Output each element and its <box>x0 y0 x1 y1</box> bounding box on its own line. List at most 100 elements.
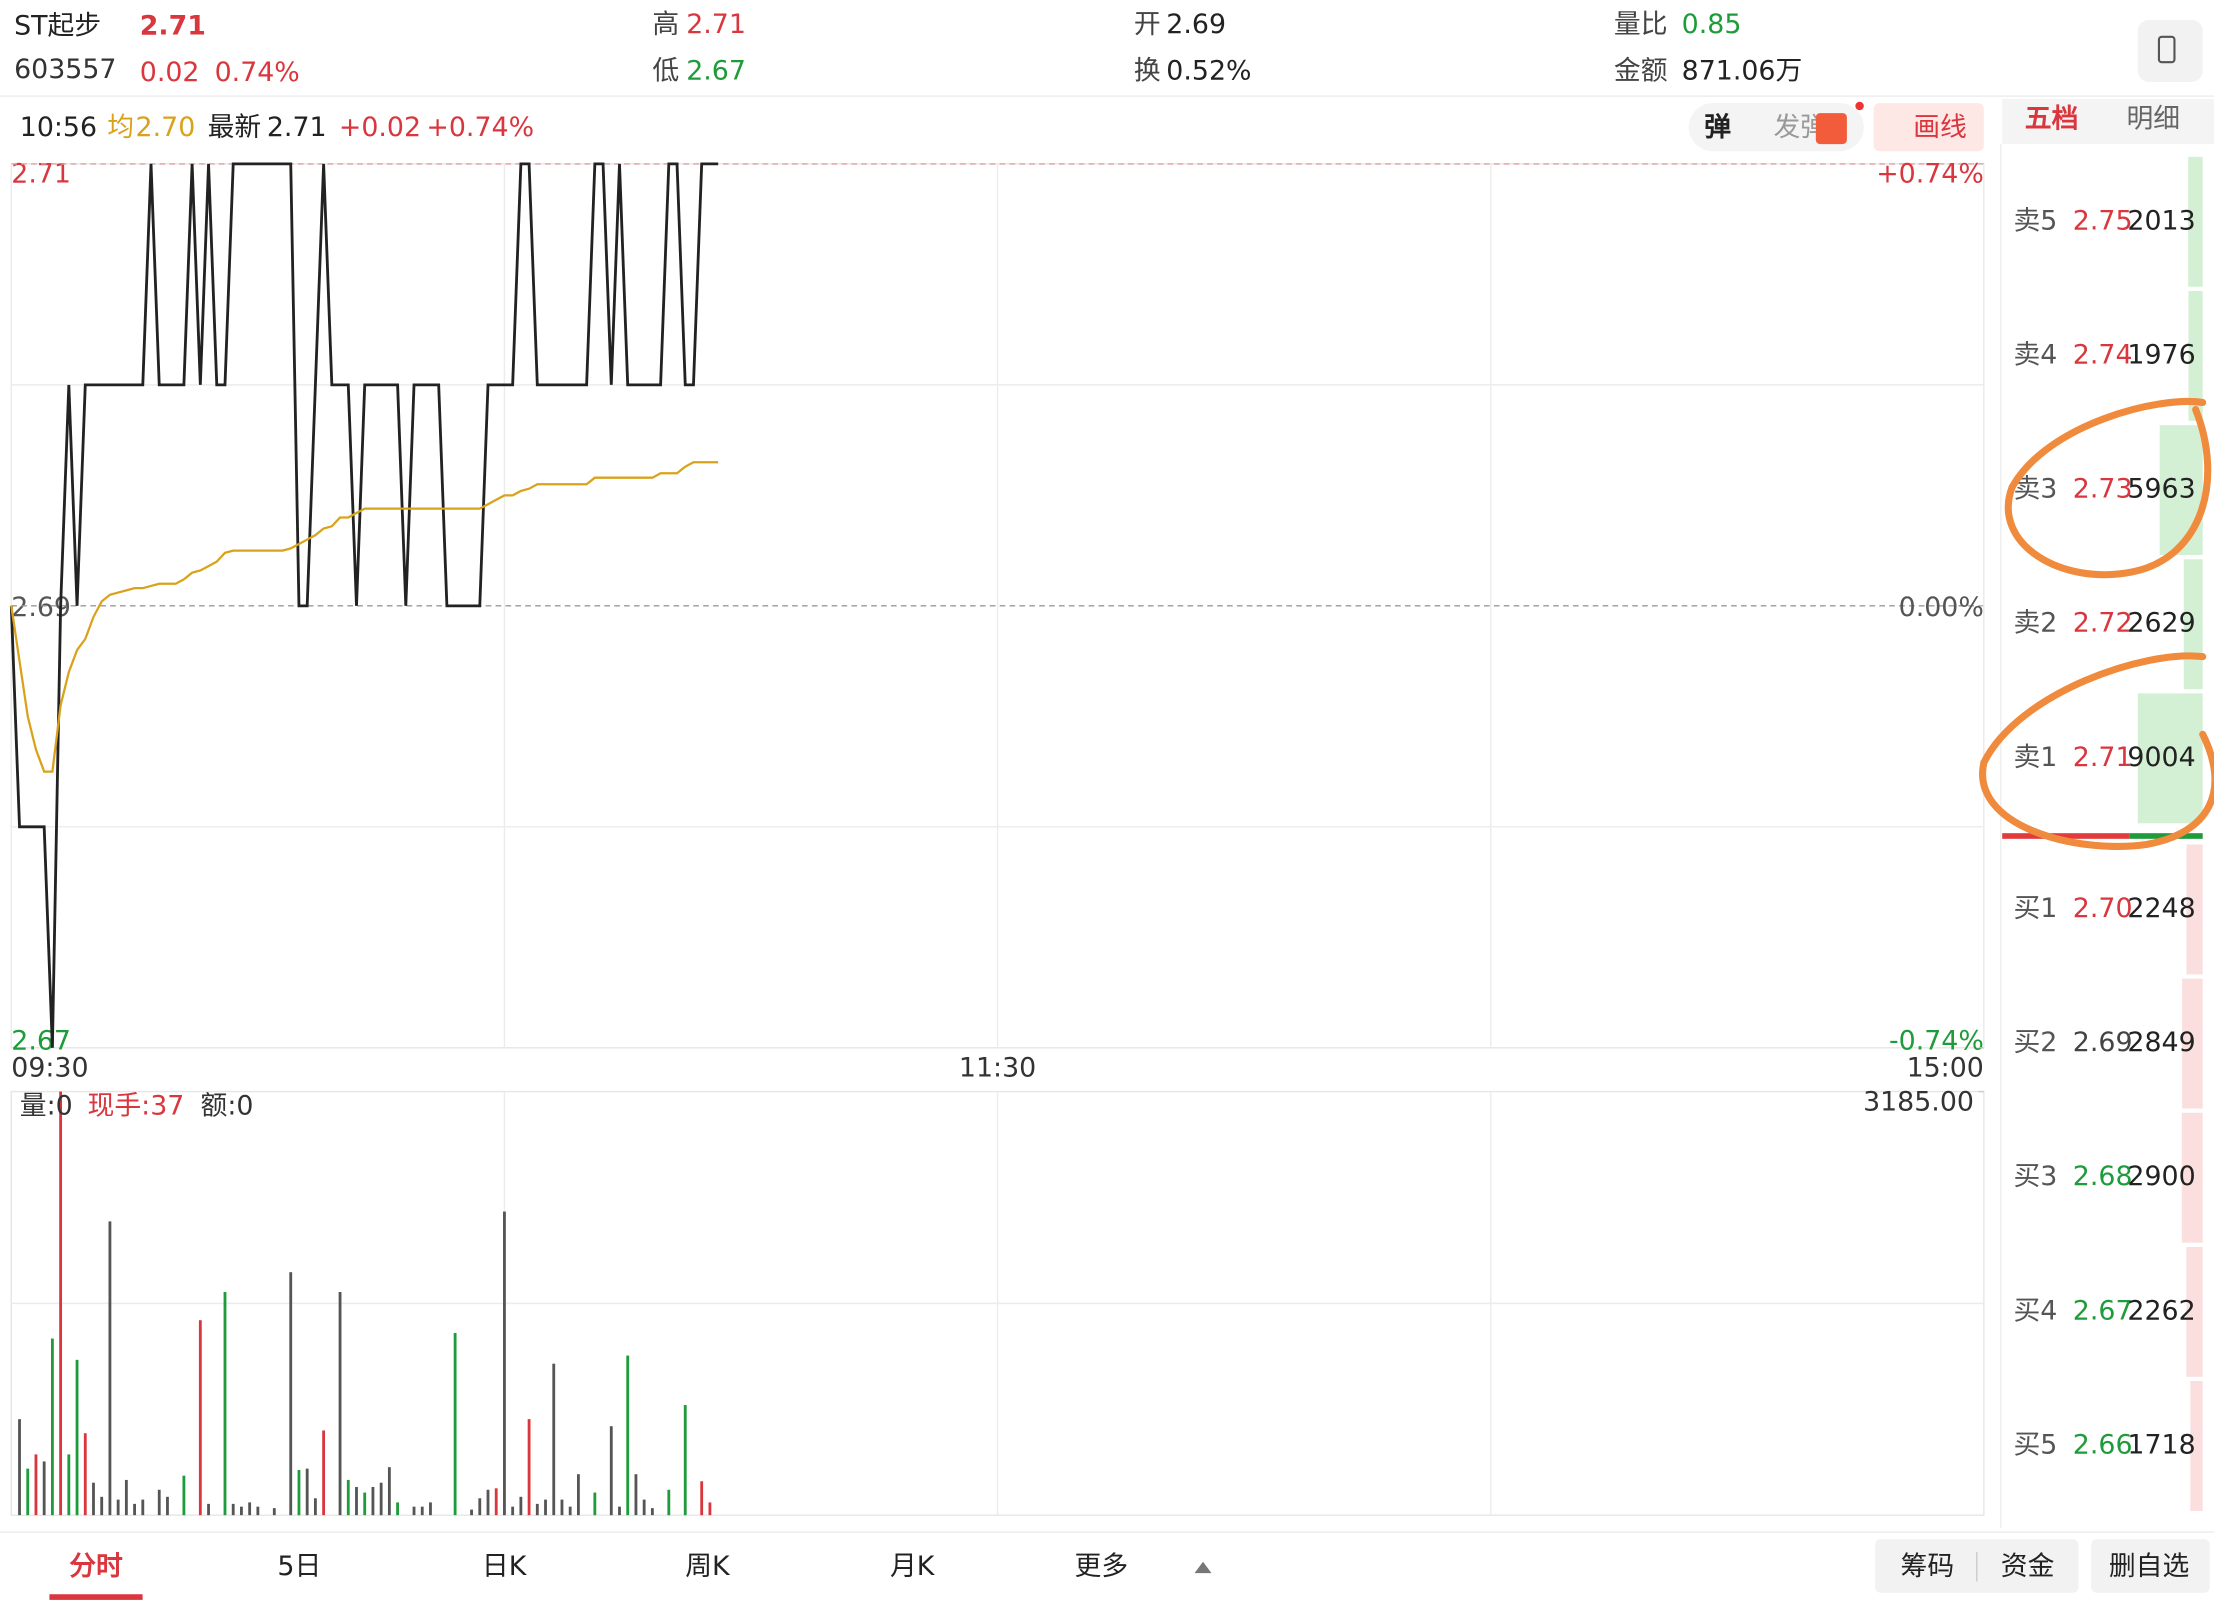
volume-bar <box>42 1461 46 1516</box>
bottom-tab-active[interactable]: 分时 <box>69 1551 123 1582</box>
volume-bar <box>256 1506 260 1516</box>
high-label: 高 <box>652 9 679 40</box>
volume-bar <box>166 1496 169 1516</box>
volume-bar <box>34 1454 38 1516</box>
level-price: 2.66 <box>2073 1429 2133 1460</box>
bottom-tab[interactable]: 更多 <box>1075 1551 1129 1582</box>
depth-bar <box>2188 156 2203 287</box>
volume-bar <box>182 1475 186 1516</box>
bottom-button[interactable]: 筹码 <box>1901 1551 1955 1582</box>
tab[interactable]: 明细 <box>2126 104 2180 135</box>
volume-bar <box>240 1506 243 1516</box>
level-price: 2.69 <box>2073 1027 2133 1058</box>
depth-bar <box>2186 1246 2203 1377</box>
level-volume: 2262 <box>2127 1295 2195 1326</box>
volume-bar <box>313 1498 317 1516</box>
ratio-bar-sell <box>2002 833 2130 839</box>
volume-bar <box>503 1211 506 1516</box>
volume-bar <box>157 1489 161 1516</box>
tab-underline <box>49 1594 143 1600</box>
bottom-button[interactable]: 删自选 <box>2109 1551 2189 1582</box>
bottom-tab[interactable]: 日K <box>482 1551 528 1582</box>
open-label: 开 <box>1134 9 1161 40</box>
volume-bar <box>248 1502 252 1516</box>
avg-label: 均 <box>107 112 134 143</box>
level-price: 2.75 <box>2073 205 2133 236</box>
volume-bar <box>26 1468 30 1516</box>
bottom-tab[interactable]: 5日 <box>277 1551 321 1582</box>
change-pct: 0.74% <box>215 57 300 88</box>
volume-bar <box>412 1506 416 1516</box>
turnover: 0.52% <box>1166 56 1251 87</box>
latest-label: 最新 <box>208 112 262 143</box>
volume-bar <box>519 1496 523 1516</box>
volume-bar <box>67 1454 71 1516</box>
volume-bar <box>379 1482 383 1516</box>
danmaku[interactable]: 弹 <box>1704 112 1731 143</box>
turnover-label: 换 <box>1134 56 1161 87</box>
volume-bar <box>396 1502 399 1516</box>
device-button[interactable] <box>2137 19 2203 83</box>
volume-bar <box>338 1292 342 1516</box>
tab-active[interactable]: 五档 <box>2025 104 2079 135</box>
bottom-button[interactable]: 资金 <box>2001 1551 2055 1582</box>
depth-bar <box>2181 1112 2203 1243</box>
level-label: 卖1 <box>2013 742 2057 773</box>
open: 2.69 <box>1166 9 1226 40</box>
low: 2.67 <box>686 56 746 87</box>
volume-bar <box>708 1502 712 1516</box>
price-line <box>10 461 719 773</box>
level-label: 买1 <box>2013 893 2057 924</box>
level-price: 2.74 <box>2073 339 2133 370</box>
volume-ratio: 0.85 <box>1682 9 1742 40</box>
volume-bar <box>297 1469 301 1516</box>
volume-bar <box>346 1479 350 1516</box>
time: 10:56 <box>20 112 97 143</box>
button-bg <box>2091 1539 2210 1593</box>
depth-bar <box>2190 1381 2203 1511</box>
amount-label: 金额 <box>1614 56 1668 87</box>
volume-bar <box>231 1503 235 1516</box>
volume-bar <box>609 1426 613 1516</box>
level-price: 2.68 <box>2073 1161 2133 1192</box>
draw-label[interactable]: 画线 <box>1913 112 1967 143</box>
volume-bar <box>527 1419 531 1516</box>
volume-bar <box>634 1474 638 1516</box>
y2-tick-label: 0.00% <box>1899 592 1984 623</box>
volume-bar <box>626 1355 630 1516</box>
level-volume: 9004 <box>2127 742 2195 773</box>
volume-bar <box>683 1405 687 1516</box>
volume-bar <box>371 1486 375 1516</box>
level-label: 买3 <box>2013 1161 2057 1192</box>
bottom-tab[interactable]: 月K <box>890 1551 936 1582</box>
volume-bar <box>667 1489 671 1516</box>
volume-info: 量:0 <box>20 1091 73 1122</box>
volume-bar <box>198 1320 202 1516</box>
more-arrow <box>1194 1561 1212 1574</box>
depth-bar <box>2182 978 2203 1109</box>
volume-bar <box>650 1508 654 1516</box>
volume-bar <box>289 1272 293 1516</box>
level-price: 2.71 <box>2073 742 2133 773</box>
volume-bar <box>305 1468 309 1516</box>
volume-bar <box>618 1506 621 1516</box>
y2-tick-label: -0.74% <box>1889 1026 1984 1057</box>
volume-bar <box>568 1506 572 1516</box>
volume-bar <box>642 1499 646 1516</box>
level-volume: 2013 <box>2127 205 2195 236</box>
volume-bar <box>75 1359 79 1516</box>
level-volume: 2248 <box>2127 893 2195 924</box>
volume-bar <box>355 1486 358 1516</box>
level-volume: 2849 <box>2127 1027 2195 1058</box>
volume-bar <box>494 1488 498 1516</box>
price-line <box>9 162 719 1048</box>
volume-bar <box>486 1489 490 1516</box>
volume-bar <box>576 1474 580 1516</box>
level-price: 2.72 <box>2073 608 2133 639</box>
bottom-tab[interactable]: 周K <box>685 1551 731 1582</box>
volume-bar <box>18 1419 21 1516</box>
x-tick-label: 11:30 <box>959 1052 1036 1083</box>
draw-button[interactable] <box>1873 103 1984 152</box>
info-change: +0.02 <box>339 112 421 143</box>
